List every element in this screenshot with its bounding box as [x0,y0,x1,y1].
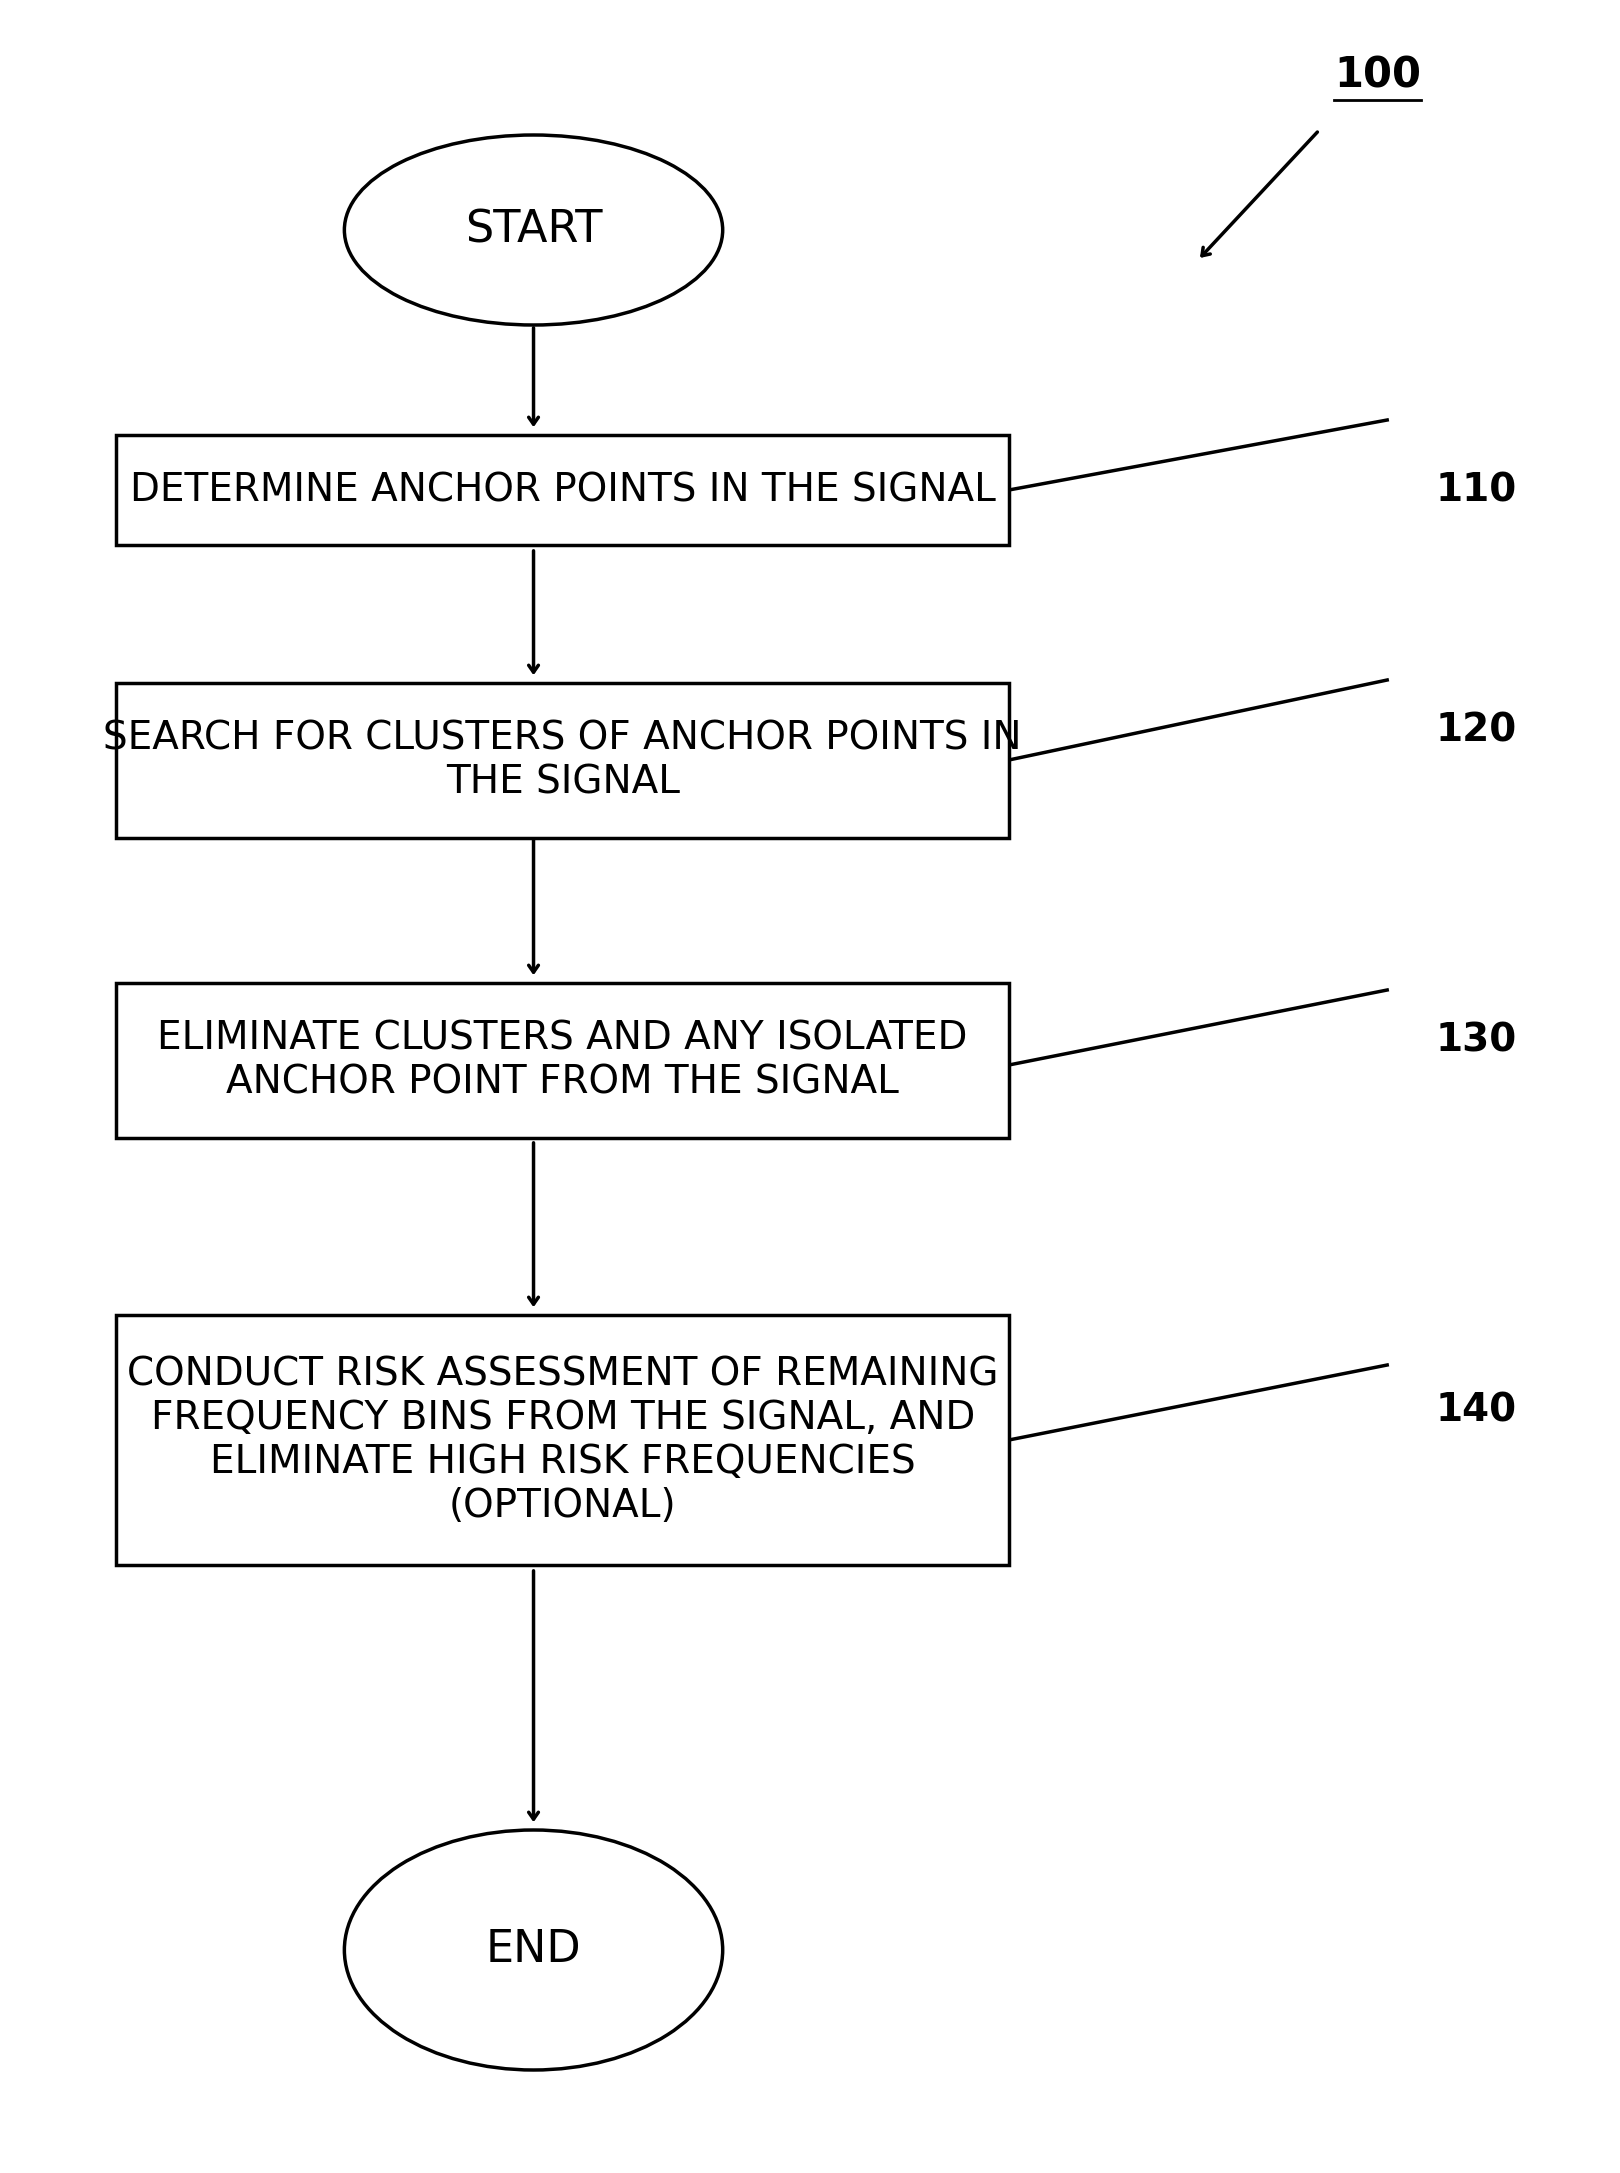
Text: ELIMINATE CLUSTERS AND ANY ISOLATED
ANCHOR POINT FROM THE SIGNAL: ELIMINATE CLUSTERS AND ANY ISOLATED ANCH… [157,1019,967,1102]
Text: END: END [486,1927,582,1971]
FancyBboxPatch shape [117,682,1009,837]
FancyBboxPatch shape [117,435,1009,545]
Text: 130: 130 [1435,1021,1516,1058]
Ellipse shape [345,135,723,326]
FancyBboxPatch shape [117,1315,1009,1565]
Ellipse shape [345,1830,723,2071]
Text: 140: 140 [1435,1391,1516,1430]
Text: 110: 110 [1435,472,1516,508]
Text: 120: 120 [1435,711,1516,750]
FancyBboxPatch shape [117,982,1009,1136]
Text: 100: 100 [1333,54,1421,96]
Text: DETERMINE ANCHOR POINTS IN THE SIGNAL: DETERMINE ANCHOR POINTS IN THE SIGNAL [130,472,996,508]
Text: CONDUCT RISK ASSESSMENT OF REMAINING
FREQUENCY BINS FROM THE SIGNAL, AND
ELIMINA: CONDUCT RISK ASSESSMENT OF REMAINING FRE… [126,1356,998,1525]
Text: START: START [465,209,603,252]
Text: SEARCH FOR CLUSTERS OF ANCHOR POINTS IN
THE SIGNAL: SEARCH FOR CLUSTERS OF ANCHOR POINTS IN … [104,719,1022,802]
